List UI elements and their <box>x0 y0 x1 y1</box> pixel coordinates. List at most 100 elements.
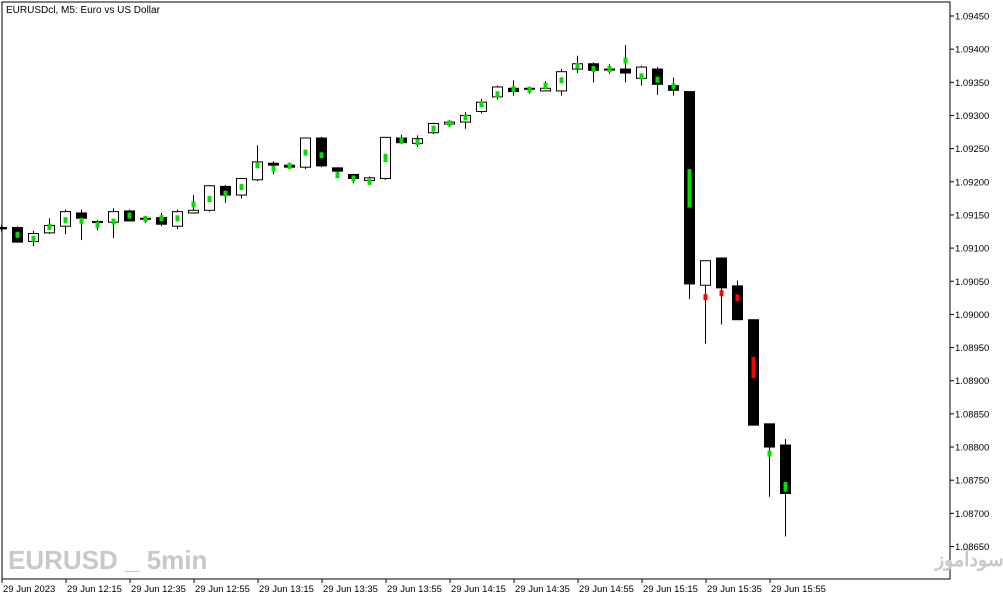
indicator-mark <box>607 66 612 73</box>
indicator-mark <box>687 169 692 208</box>
indicator-mark <box>287 162 292 169</box>
indicator-mark <box>751 356 756 378</box>
x-tick-label: 29 Jun 14:55 <box>579 584 634 595</box>
candle-body-bear <box>716 257 727 289</box>
indicator-mark <box>527 86 532 93</box>
y-tick-label: 1.08900 <box>955 376 989 387</box>
indicator-mark <box>31 235 36 242</box>
indicator-mark <box>399 137 404 144</box>
indicator-mark <box>559 77 564 84</box>
indicator-mark <box>495 91 500 98</box>
y-tick-label: 1.09100 <box>955 244 989 255</box>
candle-body-bear <box>0 227 7 230</box>
indicator-mark <box>463 114 468 121</box>
candle-body-bull <box>252 161 263 181</box>
indicator-mark <box>575 62 580 69</box>
indicator-mark <box>47 223 52 230</box>
y-tick-label: 1.08700 <box>955 509 989 520</box>
y-axis: 1.09450 1.09400 1.09350 1.09300 1.09250 1.092… <box>950 12 989 553</box>
indicator-mark <box>783 481 788 492</box>
indicator-mark <box>15 231 20 238</box>
indicator-mark <box>719 290 724 297</box>
candle-body-bull <box>540 87 551 92</box>
candles-layer <box>0 45 791 537</box>
indicator-mark <box>431 125 436 132</box>
indicator-mark <box>671 83 676 90</box>
candle-body-bear <box>268 162 279 166</box>
candle-body-bull <box>188 209 199 214</box>
indicator-mark <box>735 294 740 302</box>
candle-body-bear <box>780 444 791 494</box>
y-tick-label: 1.08800 <box>955 443 989 454</box>
x-tick-label: 29 Jun 12:15 <box>67 584 122 595</box>
indicator-mark <box>415 138 420 145</box>
y-tick-label: 1.09050 <box>955 277 989 288</box>
indicator-mark <box>447 120 452 127</box>
candle-body-bull <box>700 260 711 286</box>
indicator-mark <box>543 82 548 89</box>
indicator-mark <box>511 85 516 92</box>
candle-body-bear <box>76 212 87 219</box>
indicator-mark <box>319 152 324 159</box>
indicator-mark <box>655 76 660 83</box>
indicator-mark <box>767 450 772 457</box>
indicator-mark <box>111 218 116 225</box>
indicator-mark <box>127 212 132 219</box>
indicator-mark <box>95 221 100 228</box>
x-tick-label: 29 Jun 13:55 <box>387 584 442 595</box>
chart-title: EURUSDcl, M5: Euro vs US Dollar <box>6 5 161 16</box>
y-tick-label: 1.08850 <box>955 409 989 420</box>
y-tick-label: 1.08750 <box>955 476 989 487</box>
x-tick-label: 29 Jun 12:35 <box>131 584 186 595</box>
indicator-mark <box>159 215 164 222</box>
indicator-mark <box>239 184 244 191</box>
indicator-mark <box>335 172 340 179</box>
chart-plot-frame <box>1 1 951 580</box>
x-tick-label: 29 Jun 12:55 <box>195 584 250 595</box>
candle-body-bear <box>732 285 743 321</box>
indicator-mark <box>271 165 276 172</box>
indicator-mark <box>351 175 356 182</box>
watermark-symbol: EURUSD _ 5min <box>8 545 207 575</box>
indicator-mark <box>623 57 628 64</box>
indicator-mark <box>223 190 228 197</box>
indicator-mark <box>143 215 148 222</box>
y-tick-label: 1.09250 <box>955 144 989 155</box>
indicator-mark <box>79 217 84 224</box>
indicator-mark <box>63 217 68 224</box>
y-tick-label: 1.08950 <box>955 343 989 354</box>
candle-body-bear <box>316 137 327 167</box>
y-tick-label: 1.09350 <box>955 78 989 89</box>
indicator-mark <box>175 215 180 222</box>
y-tick-label: 1.08650 <box>955 542 989 553</box>
y-tick-label: 1.09450 <box>955 12 989 23</box>
y-tick-label: 1.09300 <box>955 111 989 122</box>
x-axis: 29 Jun 2023 29 Jun 12:15 29 Jun 12:35 29 Ju… <box>1 579 826 595</box>
x-tick-label: 29 Jun 15:35 <box>707 584 762 595</box>
indicator-mark <box>383 153 388 163</box>
indicator-mark <box>191 201 196 208</box>
candle-body-bear <box>620 68 631 74</box>
y-tick-label: 1.09000 <box>955 310 989 321</box>
indicator-mark <box>303 149 308 156</box>
indicator-mark <box>207 196 212 203</box>
indicator-mark <box>703 294 708 301</box>
x-tick-label: 29 Jun 13:35 <box>323 584 378 595</box>
x-tick-label: 29 Jun 13:15 <box>259 584 314 595</box>
x-tick-label: 29 Jun 14:35 <box>515 584 570 595</box>
candle-body-bear <box>764 423 775 448</box>
y-tick-label: 1.09400 <box>955 45 989 56</box>
indicator-mark <box>367 178 372 185</box>
watermark-site: انتشار در سایت سودآموز <box>933 547 1003 571</box>
x-tick-label: 29 Jun 15:15 <box>643 584 698 595</box>
candle-body-bear <box>332 167 343 172</box>
indicator-mark <box>591 66 596 73</box>
y-tick-label: 1.09200 <box>955 177 989 188</box>
x-tick-label: 29 Jun 2023 <box>3 584 55 595</box>
x-tick-label: 29 Jun 14:15 <box>451 584 506 595</box>
indicator-mark <box>479 101 484 108</box>
indicator-mark <box>255 162 260 169</box>
y-tick-label: 1.09150 <box>955 210 989 221</box>
indicator-mark <box>639 73 644 80</box>
